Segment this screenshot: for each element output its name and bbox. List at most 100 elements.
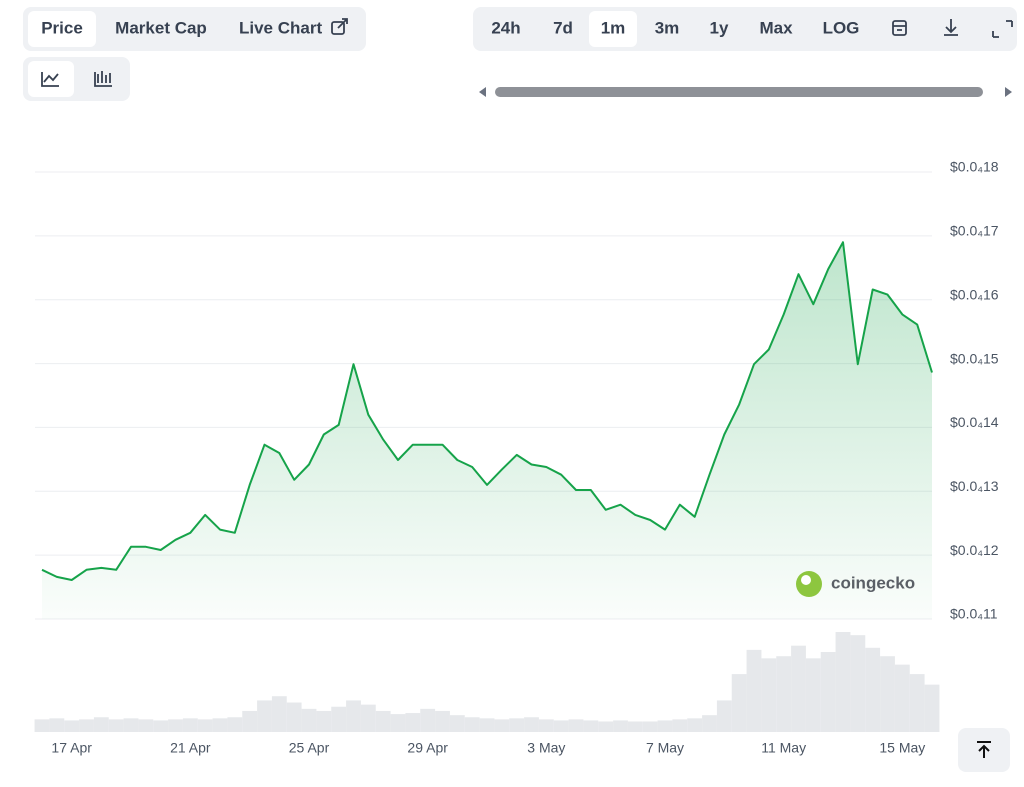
- volume-bar: [702, 715, 717, 732]
- x-tick-label: 29 Apr: [407, 740, 448, 756]
- volume-bar: [642, 721, 658, 732]
- logo-eye: [801, 575, 811, 585]
- arrow-up-icon: [977, 741, 991, 758]
- candle-icon[interactable]: [94, 71, 112, 87]
- range-button[interactable]: 1y: [710, 18, 729, 37]
- x-tick-label: 3 May: [527, 740, 565, 756]
- volume-bar: [880, 656, 895, 732]
- y-tick-label: $0.0₄15: [950, 350, 999, 366]
- volume-bar: [390, 714, 406, 732]
- x-tick-label: 17 Apr: [51, 740, 92, 756]
- volume-bar: [583, 720, 599, 732]
- volume-bar: [791, 645, 806, 732]
- volume-bar: [865, 647, 881, 732]
- volume-bar: [835, 632, 851, 732]
- range-button[interactable]: 1m: [601, 18, 626, 37]
- volume-bar: [375, 710, 391, 732]
- volume-bar: [49, 718, 65, 732]
- volume-bar: [316, 710, 332, 732]
- range-active[interactable]: [589, 11, 637, 47]
- volume-bar: [242, 710, 258, 732]
- volume-bar: [598, 721, 614, 732]
- y-tick-label: $0.0₄16: [950, 286, 999, 302]
- scroll-right[interactable]: [1005, 87, 1012, 97]
- y-tick-label: $0.0₄14: [950, 414, 999, 430]
- volume-bar: [227, 717, 243, 732]
- y-tick-label: $0.0₄12: [950, 542, 999, 558]
- y-tick-label: $0.0₄17: [950, 223, 999, 239]
- volume-bar: [820, 652, 836, 732]
- tab-active[interactable]: [28, 11, 96, 47]
- volume-bar: [34, 719, 50, 732]
- volume-bar: [360, 704, 376, 732]
- volume-bar: [850, 635, 866, 732]
- range-button[interactable]: 3m: [655, 18, 680, 37]
- volume-bar: [212, 718, 228, 732]
- external-icon: [331, 18, 348, 35]
- volume-bar: [182, 718, 198, 732]
- range-button[interactable]: 7d: [553, 18, 573, 37]
- tab[interactable]: Market Cap: [115, 18, 207, 37]
- price-area: [42, 242, 932, 619]
- volume-bar: [420, 708, 436, 732]
- volume-bar: [197, 719, 213, 732]
- volume-bar: [509, 718, 525, 732]
- volume-bar: [776, 656, 792, 732]
- x-tick-label: 25 Apr: [289, 740, 330, 756]
- range-button[interactable]: 24h: [491, 18, 520, 37]
- line-icon: [41, 72, 59, 87]
- price-line: [41, 241, 933, 581]
- volume-bar: [746, 649, 762, 732]
- volume-bar: [449, 715, 465, 732]
- tab[interactable]: Live Chart: [239, 18, 322, 37]
- volume-bar: [716, 700, 732, 732]
- volume-bar: [286, 702, 302, 732]
- volume-bar: [138, 719, 154, 732]
- volume-bar: [494, 719, 510, 732]
- volume-bar: [538, 719, 554, 732]
- volume-bar: [568, 719, 584, 732]
- volume-bar: [346, 700, 361, 732]
- volume-bar: [271, 696, 287, 732]
- volume-bar: [464, 717, 480, 732]
- volume-bar: [687, 718, 703, 732]
- volume-bar: [761, 658, 777, 732]
- x-tick-label: 11 May: [761, 740, 806, 756]
- y-tick-label: $0.0₄18: [950, 159, 999, 175]
- volume-bar: [479, 718, 495, 732]
- volume-bar: [524, 717, 539, 732]
- volume-bar: [79, 719, 94, 732]
- x-tick-label: 7 May: [646, 740, 684, 756]
- volume-bar: [331, 706, 347, 732]
- y-tick-label: $0.0₄13: [950, 478, 999, 494]
- volume-bar: [93, 717, 109, 732]
- toolbar-icons[interactable]: [892, 19, 1013, 38]
- y-tick-label: $0.0₄11: [950, 606, 998, 622]
- volume-bar: [672, 719, 688, 732]
- x-tick-label: 15 May: [879, 740, 925, 756]
- volume-bar: [301, 708, 317, 732]
- volume-bar: [894, 664, 910, 732]
- tab-group: [23, 7, 366, 51]
- volume-bar: [553, 720, 569, 732]
- volume-bar: [257, 700, 272, 732]
- volume-bar: [405, 713, 421, 732]
- volume-bar: [613, 720, 628, 732]
- scroll-thumb[interactable]: [495, 87, 983, 97]
- volume-bar: [627, 721, 643, 732]
- volume-bar: [924, 684, 940, 732]
- volume-bar: [435, 710, 450, 732]
- range-button[interactable]: LOG: [823, 18, 860, 37]
- volume-bar: [805, 658, 821, 732]
- volume-bar: [168, 719, 183, 732]
- scroll-left[interactable]: [479, 87, 486, 97]
- volume-bar: [153, 720, 169, 732]
- tab[interactable]: Price: [41, 18, 83, 37]
- volume-bar: [909, 674, 925, 732]
- watermark: coingecko: [831, 573, 915, 592]
- volume-bar: [108, 719, 124, 732]
- volume-bar: [123, 718, 139, 732]
- range-button[interactable]: Max: [759, 18, 793, 37]
- x-tick-label: 21 Apr: [170, 740, 211, 756]
